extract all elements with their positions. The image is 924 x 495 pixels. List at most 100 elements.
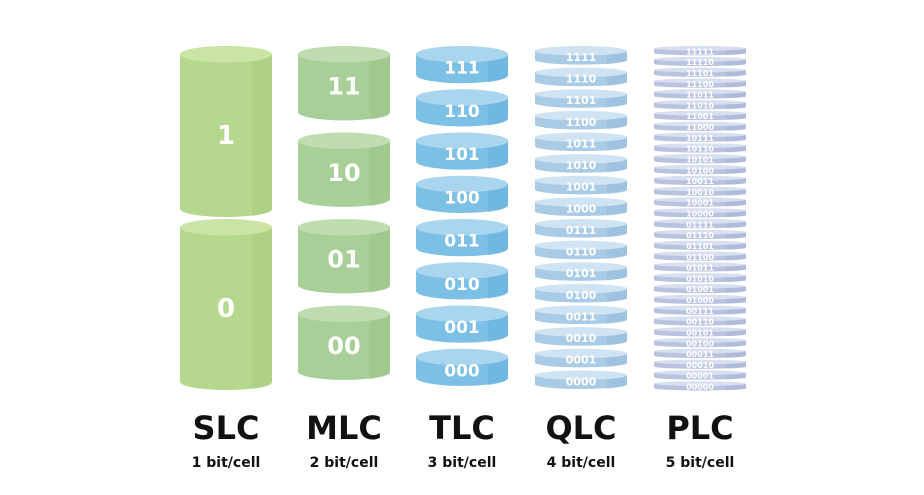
cell-disk: 1010 bbox=[535, 154, 628, 173]
cell-disk: 01011 bbox=[654, 262, 747, 273]
cell-label: 00111 bbox=[686, 307, 714, 316]
cell-disk: 111 bbox=[416, 46, 509, 84]
cell-label: 0010 bbox=[566, 332, 597, 345]
cell-label: 00000 bbox=[686, 383, 714, 392]
cell-label: 11110 bbox=[686, 58, 714, 67]
cell-disk: 10111 bbox=[654, 132, 747, 143]
cell-label: 01 bbox=[327, 246, 360, 274]
cell-disk: 101 bbox=[416, 132, 509, 170]
cell-label: 1000 bbox=[566, 202, 597, 215]
cell-label: 011 bbox=[444, 232, 480, 252]
cell-disk: 11110 bbox=[654, 56, 747, 67]
cell-disk: 0010 bbox=[535, 327, 628, 346]
cell-disk: 11100 bbox=[654, 78, 747, 89]
cell-label: 00001 bbox=[686, 372, 714, 381]
cell-disk: 10001 bbox=[654, 197, 747, 208]
cell-label: 11111 bbox=[686, 47, 714, 56]
cell-label: 1111 bbox=[566, 51, 597, 64]
cell-disk: 01111 bbox=[654, 219, 747, 229]
cell-disk: 011 bbox=[416, 219, 509, 257]
cell-disk: 1 bbox=[180, 46, 273, 218]
slc-stack: 10 bbox=[180, 46, 273, 390]
column-subtitle-mlc: 2 bit/cell bbox=[309, 455, 379, 471]
cell-disk: 00110 bbox=[654, 316, 747, 327]
cell-label: 0110 bbox=[566, 246, 597, 259]
cell-disk: 00011 bbox=[654, 348, 747, 359]
cell-disk: 0101 bbox=[535, 262, 628, 281]
cell-disk: 10000 bbox=[654, 208, 747, 219]
cell-label: 000 bbox=[444, 361, 480, 381]
cell-disk: 10101 bbox=[654, 154, 747, 164]
cell-label: 10 bbox=[327, 159, 360, 187]
cell-label: 01000 bbox=[686, 296, 714, 305]
cell-label: 01100 bbox=[686, 253, 714, 262]
cell-label: 0011 bbox=[566, 310, 597, 323]
cell-label: 11100 bbox=[686, 80, 714, 89]
cell-label: 1 bbox=[217, 121, 235, 151]
cell-disk: 11011 bbox=[654, 89, 747, 100]
cell-label: 00101 bbox=[686, 328, 714, 337]
cell-label: 001 bbox=[444, 318, 480, 338]
column-title-mlc: MLC bbox=[306, 409, 382, 447]
cell-disk: 11010 bbox=[654, 100, 747, 110]
cell-disk: 110 bbox=[416, 89, 509, 127]
cell-label: 00 bbox=[327, 332, 360, 360]
cell-label: 10011 bbox=[686, 177, 714, 186]
column-title-slc: SLC bbox=[192, 409, 260, 447]
cell-label: 100 bbox=[444, 188, 480, 208]
cell-disk: 100 bbox=[416, 175, 509, 213]
cell-label: 10100 bbox=[686, 166, 714, 175]
cell-disk: 00000 bbox=[654, 381, 747, 392]
cell-label: 11000 bbox=[686, 123, 714, 132]
cell-label: 11001 bbox=[686, 112, 714, 121]
column-subtitle-slc: 1 bit/cell bbox=[191, 455, 261, 471]
cell-label: 10101 bbox=[686, 155, 714, 164]
cell-label: 010 bbox=[444, 275, 480, 295]
cell-disk: 01100 bbox=[654, 251, 747, 262]
cell-disk: 00010 bbox=[654, 359, 747, 370]
cell-label: 10000 bbox=[686, 210, 714, 219]
cell-label: 0101 bbox=[566, 267, 597, 280]
cell-label: 0 bbox=[217, 294, 235, 324]
cell-disk: 00 bbox=[298, 305, 391, 380]
cell-disk: 01 bbox=[298, 219, 391, 294]
cell-disk: 1000 bbox=[535, 197, 628, 216]
cell-label: 10110 bbox=[686, 145, 714, 154]
cell-disk: 1110 bbox=[535, 67, 628, 87]
cell-disk: 00001 bbox=[654, 370, 747, 381]
cell-label: 1110 bbox=[566, 73, 597, 86]
cell-label: 1001 bbox=[566, 181, 597, 194]
cell-label: 0111 bbox=[566, 224, 597, 237]
cell-label: 10111 bbox=[686, 134, 714, 143]
cell-label: 1010 bbox=[566, 159, 597, 172]
cell-disk: 0110 bbox=[535, 240, 628, 260]
cell-disk: 0 bbox=[180, 219, 273, 390]
cell-label: 111 bbox=[444, 59, 480, 79]
column-title-tlc: TLC bbox=[429, 409, 495, 447]
cell-label: 1101 bbox=[566, 94, 597, 107]
cell-disk: 1100 bbox=[535, 110, 628, 130]
cell-label: 01101 bbox=[686, 242, 714, 251]
cell-disk: 10011 bbox=[654, 175, 747, 186]
cell-disk: 0111 bbox=[535, 219, 628, 238]
cell-label: 0001 bbox=[566, 354, 597, 367]
cell-label: 10001 bbox=[686, 199, 714, 208]
cell-disk: 0001 bbox=[535, 348, 628, 368]
cell-label: 1011 bbox=[566, 137, 597, 150]
cell-disk: 1011 bbox=[535, 132, 628, 152]
cell-disk: 11 bbox=[298, 46, 391, 121]
cell-disk: 01101 bbox=[654, 240, 747, 251]
cell-disk: 00100 bbox=[654, 337, 747, 348]
cell-disk: 11111 bbox=[654, 46, 747, 56]
cell-disk: 000 bbox=[416, 348, 509, 386]
cell-disk: 11001 bbox=[654, 110, 747, 121]
column-title-plc: PLC bbox=[666, 409, 734, 447]
cell-label: 00010 bbox=[686, 361, 714, 370]
cell-label: 00100 bbox=[686, 339, 714, 348]
cell-label: 11 bbox=[327, 73, 360, 101]
cell-disk: 01010 bbox=[654, 273, 747, 283]
tlc-stack: 111 110 101 100 011 010 001 000 bbox=[416, 46, 509, 386]
cell-disk: 10010 bbox=[654, 186, 747, 197]
cell-disk: 01001 bbox=[654, 283, 747, 294]
